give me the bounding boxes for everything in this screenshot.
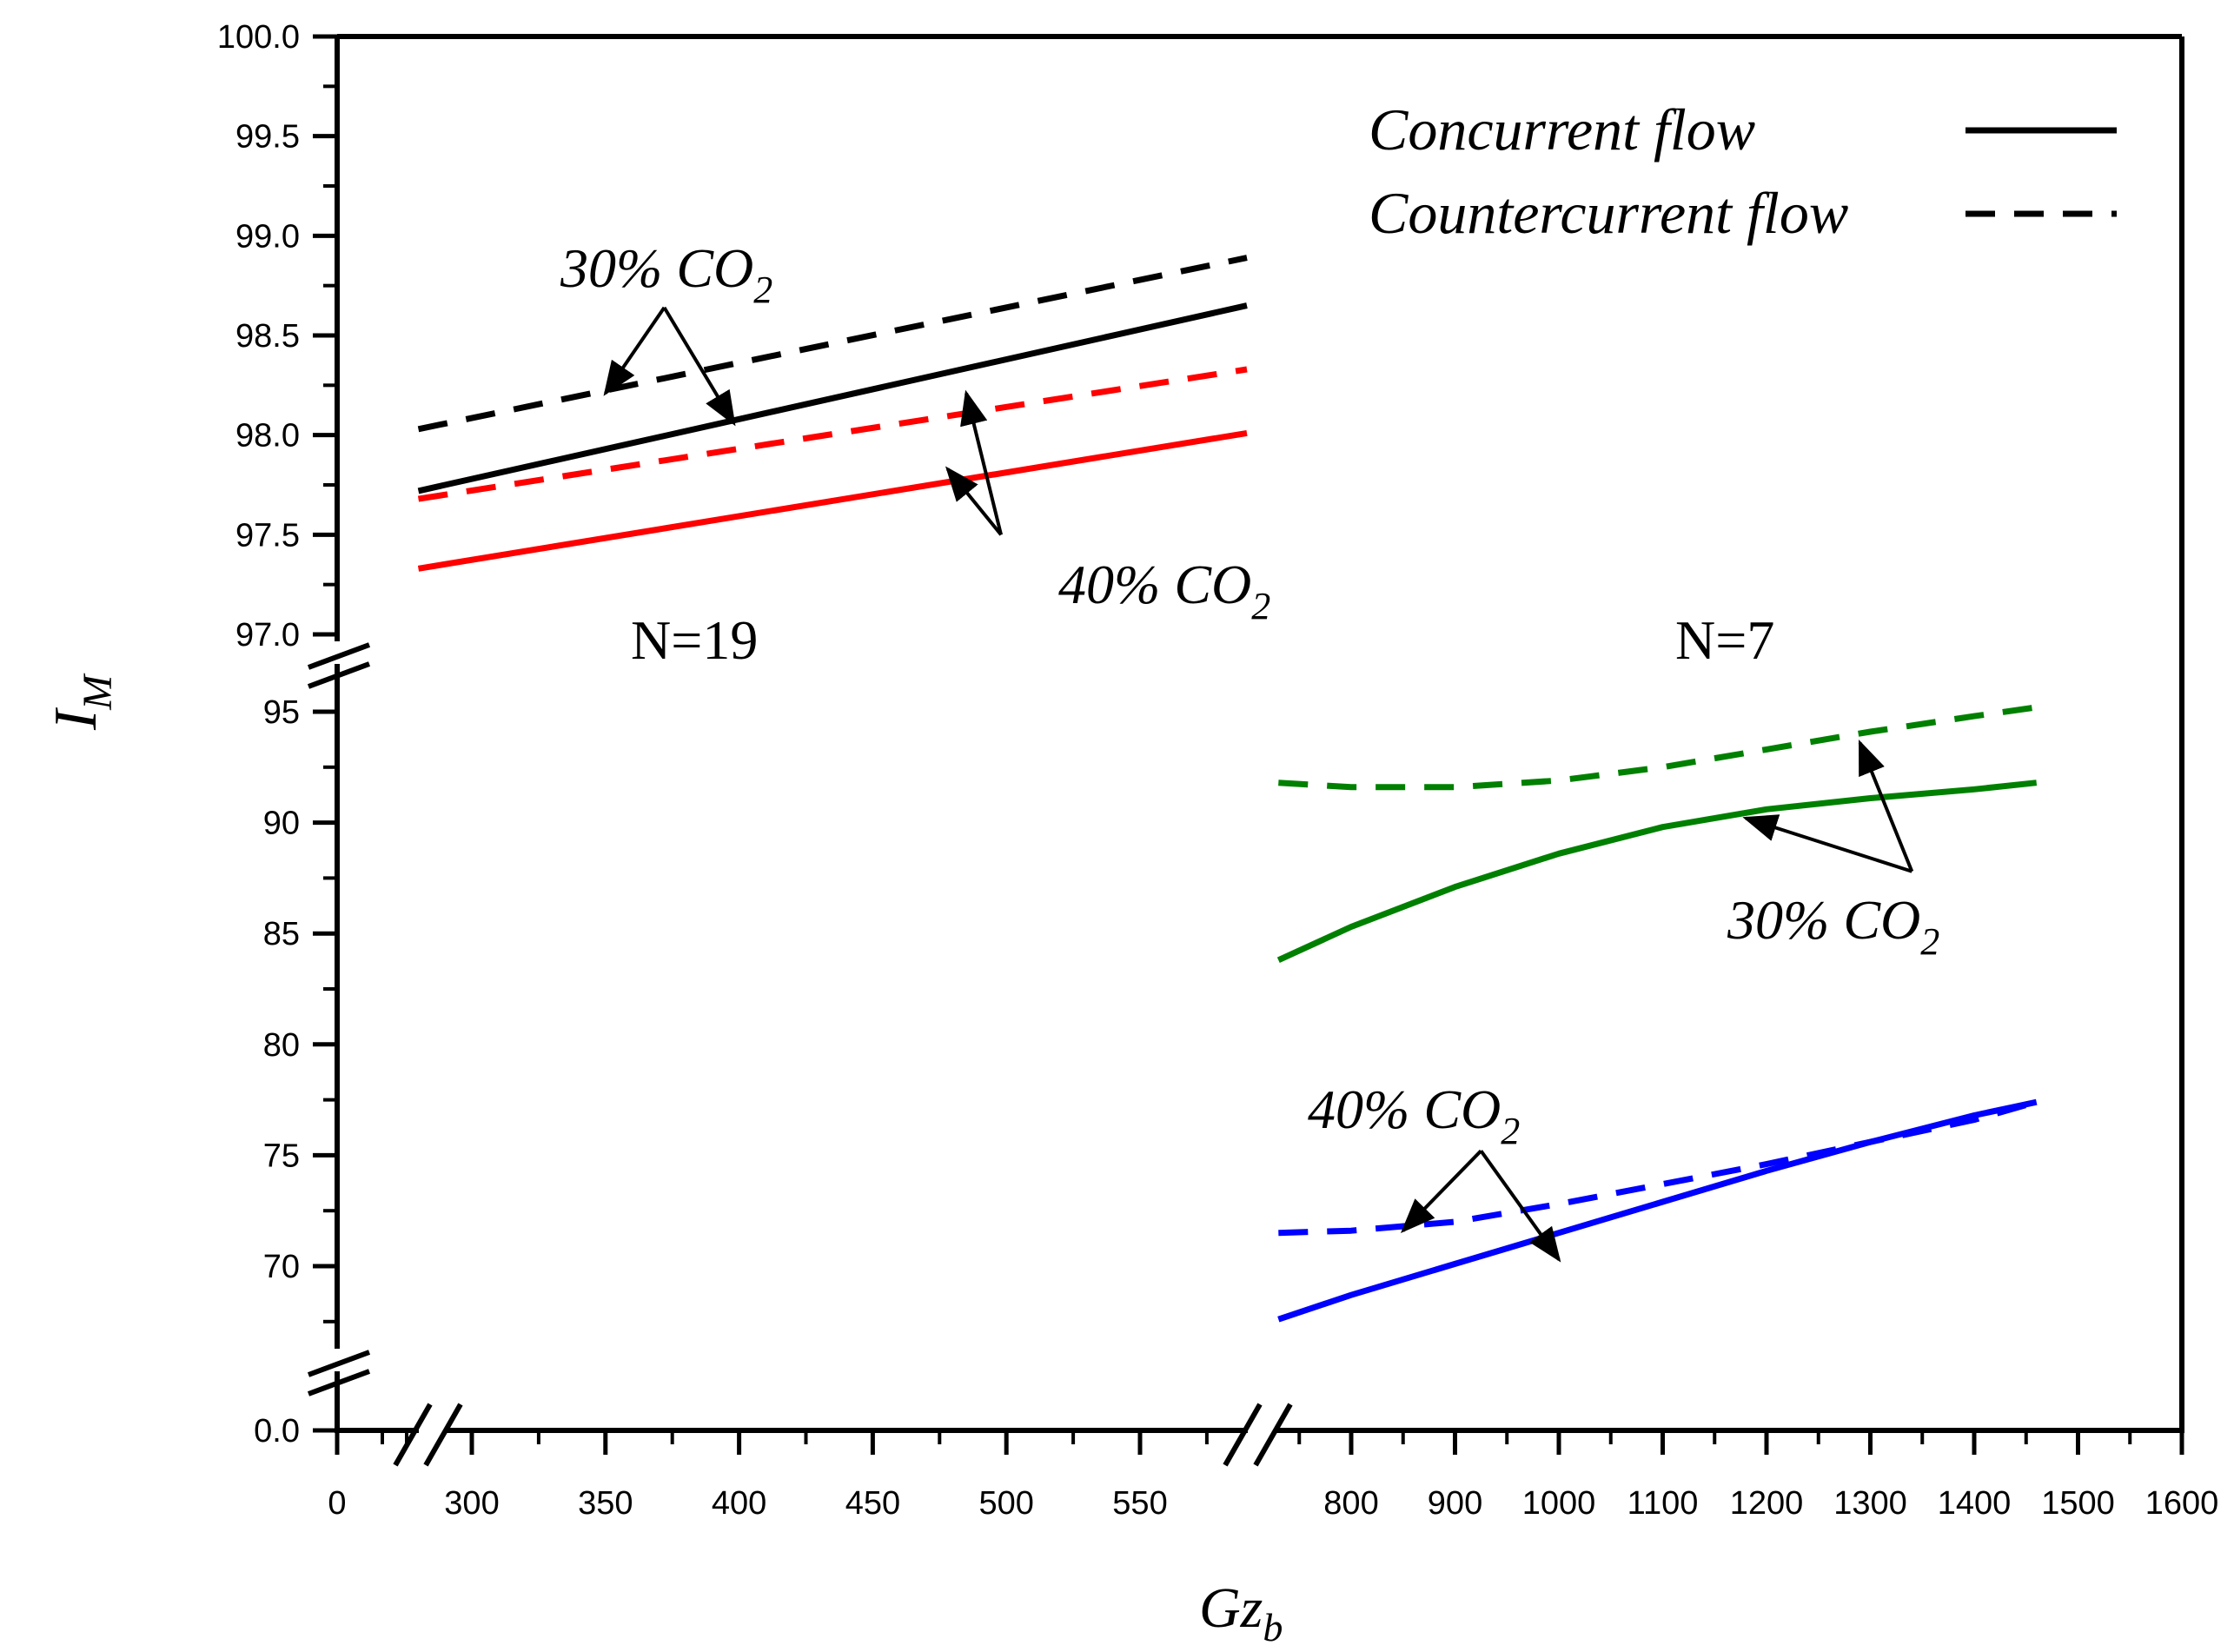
x-tick-label-14: 1500 — [2041, 1485, 2115, 1522]
y-axis-break-upper — [307, 641, 371, 689]
x-tick-label-8: 900 — [1428, 1485, 1482, 1522]
y-tick-label-13: 100.0 — [217, 19, 300, 56]
x-tick-label-1: 300 — [444, 1485, 499, 1522]
y-tick-label-0: 0.0 — [254, 1413, 300, 1450]
x-tick-label-9: 1000 — [1522, 1485, 1596, 1522]
x-tick-label-6: 550 — [1112, 1485, 1167, 1522]
x-tick-label-3: 400 — [712, 1485, 766, 1522]
x-axis-break-left — [393, 1403, 463, 1467]
x-tick-label-0: 0 — [328, 1485, 346, 1522]
annotation-arrow-3 — [960, 389, 1003, 535]
y-tick-label-11: 99.0 — [235, 218, 300, 255]
y-axis-title: IM — [43, 673, 121, 731]
annotation-arrow-6 — [1400, 1149, 1482, 1234]
annotation-arrow-1 — [662, 306, 736, 427]
x-tick-label-5: 500 — [978, 1485, 1033, 1522]
x-tick-label-2: 350 — [578, 1485, 633, 1522]
x-tick-label-15: 1600 — [2145, 1485, 2219, 1522]
y-tick-label-5: 90 — [263, 806, 300, 842]
legend: Concurrent flow Countercurrent flow — [1369, 96, 2117, 246]
y-tick-label-2: 75 — [263, 1138, 300, 1174]
annotation-n7-40co2: 40% CO2 — [1308, 1078, 1520, 1152]
annotation-n19-40co2: 40% CO2 — [1058, 554, 1270, 627]
annotation-arrow-2 — [945, 466, 1003, 536]
legend-label-countercurrent: Countercurrent flow — [1369, 180, 1848, 246]
y-axis-break-lower — [307, 1349, 371, 1397]
x-tick-label-11: 1200 — [1730, 1485, 1804, 1522]
annotation-n19-30co2: 30% CO2 — [560, 237, 772, 311]
series-line-3 — [417, 429, 1248, 572]
x-tick-label-12: 1300 — [1833, 1485, 1907, 1522]
y-tick-label-8: 97.5 — [235, 517, 300, 554]
y-tick-label-4: 85 — [263, 916, 300, 952]
y-tick-label-7: 97.0 — [235, 617, 300, 654]
x-axis-break-right — [1223, 1403, 1293, 1467]
annotation-arrow-0 — [603, 306, 666, 396]
ticks: 0 300 350 400 450 500 550 800 900 1000 1100 1200 130… — [217, 19, 2218, 1522]
series-line-2 — [417, 366, 1248, 502]
series-line-1 — [417, 302, 1248, 494]
annotation-arrow-7 — [1479, 1150, 1561, 1263]
y-tick-label-1: 70 — [263, 1249, 300, 1285]
y-tick-label-12: 99.5 — [235, 119, 300, 156]
series-line-5 — [1276, 780, 2038, 963]
legend-label-concurrent: Concurrent flow — [1369, 96, 1755, 163]
series-line-7 — [1277, 1098, 2038, 1323]
annotation-arrows — [603, 306, 1914, 1263]
panel-label-n19: N=19 — [631, 609, 758, 671]
y-tick-label-3: 80 — [263, 1027, 300, 1064]
x-tick-label-4: 450 — [845, 1485, 900, 1522]
annotation-arrow-5 — [1858, 740, 1914, 872]
x-tick-label-7: 800 — [1323, 1485, 1378, 1522]
series-lines — [417, 255, 2038, 1323]
series-line-6 — [1278, 1098, 2038, 1237]
y-tick-label-9: 98.0 — [235, 418, 300, 454]
annotation-arrow-4 — [1742, 814, 1912, 873]
y-tick-label-10: 98.5 — [235, 318, 300, 355]
annotation-n7-30co2: 30% CO2 — [1727, 889, 1939, 963]
series-line-0 — [417, 255, 1248, 433]
x-axis-title: Gzb — [1199, 1576, 1283, 1649]
series-line-4 — [1278, 704, 2038, 791]
panel-label-n7: N=7 — [1675, 609, 1774, 671]
x-tick-label-10: 1100 — [1627, 1485, 1699, 1522]
x-tick-label-13: 1400 — [1938, 1485, 2012, 1522]
y-tick-label-6: 95 — [263, 694, 300, 731]
